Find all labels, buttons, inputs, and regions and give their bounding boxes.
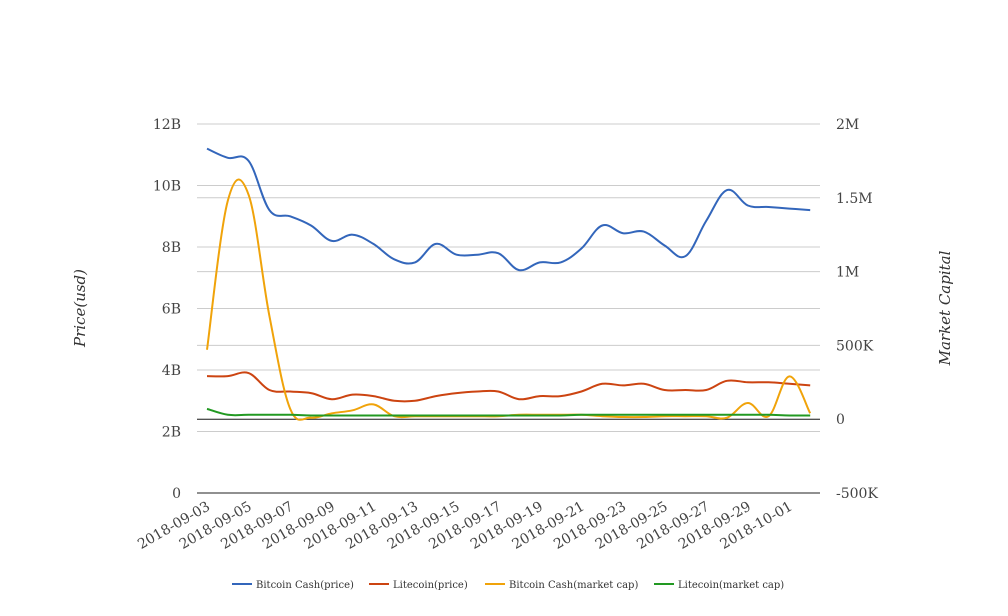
legend-item: Litecoin(price) bbox=[369, 580, 468, 591]
grid-lines bbox=[197, 123, 820, 432]
left-tick-label: 0 bbox=[172, 486, 181, 502]
right-tick-label: 500K bbox=[836, 338, 874, 354]
series-line-litecoin-market-cap bbox=[206, 407, 811, 417]
left-tick-label: 8B bbox=[162, 240, 181, 256]
right-tick-label: -500K bbox=[836, 486, 878, 502]
left-tick-label: 4B bbox=[162, 363, 181, 379]
legend-item: Bitcoin Cash(price) bbox=[232, 580, 354, 591]
legend: Bitcoin Cash(price) Litecoin(price) Bitcoi… bbox=[232, 580, 784, 591]
right-axis-title: Market Capital bbox=[936, 250, 954, 366]
right-tick-label: 1.5M bbox=[836, 191, 873, 207]
series-line-litecoin-price bbox=[206, 371, 811, 403]
legend-label: Bitcoin Cash(price) bbox=[256, 580, 354, 591]
legend-label: Litecoin(price) bbox=[393, 580, 468, 591]
right-tick-label: 1M bbox=[836, 265, 859, 281]
legend-item: Bitcoin Cash(market cap) bbox=[485, 580, 638, 591]
left-tick-label: 6B bbox=[162, 302, 181, 318]
right-y-axis: -500K 0 500K 1M 1.5M 2M bbox=[836, 117, 878, 502]
legend-label: Bitcoin Cash(market cap) bbox=[509, 580, 638, 591]
zero-reference-lines bbox=[197, 418, 820, 494]
legend-label: Litecoin(market cap) bbox=[678, 580, 784, 591]
left-tick-label: 10B bbox=[153, 179, 181, 195]
x-axis: 2018-09-032018-09-052018-09-072018-09-09… bbox=[135, 499, 795, 553]
left-tick-label: 12B bbox=[153, 117, 181, 133]
right-tick-label: 0 bbox=[836, 412, 845, 428]
series-lines bbox=[206, 147, 812, 421]
left-y-axis: 0 2B 4B 6B 8B 10B 12B bbox=[153, 117, 181, 502]
right-tick-label: 2M bbox=[836, 117, 859, 133]
left-tick-label: 2B bbox=[162, 425, 181, 441]
left-axis-title: Price(usd) bbox=[71, 269, 89, 348]
legend-item: Litecoin(market cap) bbox=[654, 580, 784, 591]
series-line-bitcoin-cash-price bbox=[206, 147, 811, 272]
